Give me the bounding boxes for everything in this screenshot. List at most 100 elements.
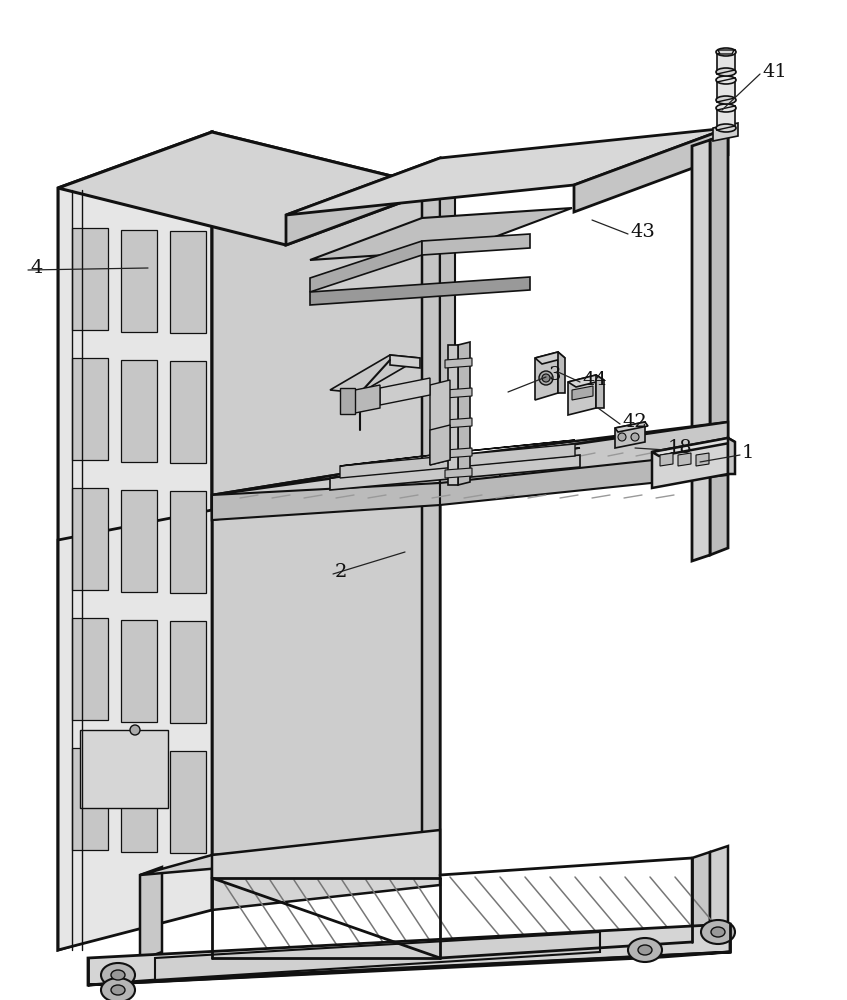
Polygon shape	[445, 388, 472, 398]
Polygon shape	[212, 830, 440, 910]
Polygon shape	[170, 361, 206, 463]
Circle shape	[130, 725, 140, 735]
Polygon shape	[535, 352, 558, 400]
Polygon shape	[80, 730, 168, 808]
Polygon shape	[445, 468, 472, 478]
Ellipse shape	[101, 963, 135, 987]
Polygon shape	[121, 750, 157, 852]
Polygon shape	[121, 230, 157, 332]
Polygon shape	[212, 132, 440, 905]
Polygon shape	[212, 483, 440, 520]
Text: 1: 1	[742, 444, 755, 462]
Text: 4: 4	[30, 259, 42, 277]
Polygon shape	[728, 438, 735, 474]
Polygon shape	[718, 50, 734, 54]
Polygon shape	[422, 234, 530, 255]
Polygon shape	[170, 231, 206, 333]
Polygon shape	[458, 342, 470, 485]
Polygon shape	[422, 188, 440, 883]
Polygon shape	[170, 621, 206, 723]
Polygon shape	[696, 453, 709, 466]
Ellipse shape	[701, 920, 735, 944]
Polygon shape	[121, 489, 157, 591]
Ellipse shape	[716, 48, 736, 56]
Ellipse shape	[716, 68, 736, 76]
Text: 41: 41	[762, 63, 787, 81]
Ellipse shape	[716, 104, 736, 112]
Text: 43: 43	[630, 223, 655, 241]
Polygon shape	[572, 386, 593, 400]
Polygon shape	[286, 158, 440, 245]
Ellipse shape	[101, 978, 135, 1000]
Ellipse shape	[111, 985, 125, 995]
Polygon shape	[445, 448, 472, 458]
Polygon shape	[615, 422, 648, 432]
Polygon shape	[212, 422, 728, 495]
Polygon shape	[445, 358, 472, 368]
Polygon shape	[448, 345, 458, 485]
Polygon shape	[72, 358, 108, 460]
Polygon shape	[330, 355, 420, 393]
Polygon shape	[121, 619, 157, 722]
Text: 3: 3	[548, 366, 561, 384]
Text: 44: 44	[582, 371, 606, 389]
Polygon shape	[713, 123, 738, 141]
Polygon shape	[660, 453, 673, 466]
Polygon shape	[355, 385, 380, 413]
Polygon shape	[615, 422, 645, 448]
Polygon shape	[678, 453, 691, 466]
Polygon shape	[558, 352, 565, 393]
Polygon shape	[340, 444, 575, 478]
Polygon shape	[310, 277, 530, 305]
Ellipse shape	[711, 927, 725, 937]
Polygon shape	[596, 375, 604, 408]
Polygon shape	[574, 128, 728, 212]
Polygon shape	[717, 50, 735, 74]
Polygon shape	[340, 388, 355, 414]
Polygon shape	[652, 438, 735, 456]
Text: 18: 18	[668, 439, 693, 457]
Polygon shape	[140, 842, 440, 875]
Polygon shape	[170, 491, 206, 593]
Polygon shape	[500, 422, 728, 485]
Circle shape	[539, 371, 553, 385]
Polygon shape	[568, 375, 604, 387]
Ellipse shape	[111, 970, 125, 980]
Polygon shape	[380, 378, 430, 405]
Polygon shape	[440, 452, 728, 505]
Polygon shape	[72, 618, 108, 720]
Polygon shape	[140, 867, 162, 960]
Polygon shape	[58, 132, 440, 245]
Text: 2: 2	[335, 563, 347, 581]
Ellipse shape	[638, 945, 652, 955]
Polygon shape	[692, 140, 710, 561]
Polygon shape	[535, 352, 565, 364]
Polygon shape	[440, 183, 455, 490]
Polygon shape	[88, 924, 730, 985]
Circle shape	[542, 374, 550, 382]
Polygon shape	[390, 355, 420, 368]
Ellipse shape	[716, 96, 736, 104]
Polygon shape	[430, 425, 450, 465]
Text: 42: 42	[622, 413, 647, 431]
Circle shape	[618, 433, 626, 441]
Polygon shape	[330, 448, 580, 478]
Polygon shape	[445, 418, 472, 428]
Polygon shape	[692, 852, 710, 948]
Polygon shape	[121, 360, 157, 462]
Polygon shape	[440, 455, 500, 485]
Polygon shape	[155, 932, 600, 980]
Ellipse shape	[716, 76, 736, 84]
Polygon shape	[72, 488, 108, 590]
Polygon shape	[430, 380, 450, 465]
Polygon shape	[568, 375, 596, 415]
Polygon shape	[58, 132, 212, 950]
Ellipse shape	[716, 124, 736, 132]
Polygon shape	[212, 458, 440, 520]
Polygon shape	[170, 751, 206, 853]
Polygon shape	[310, 208, 572, 260]
Polygon shape	[286, 128, 728, 215]
Polygon shape	[72, 748, 108, 850]
Polygon shape	[710, 846, 728, 942]
Polygon shape	[340, 440, 575, 466]
